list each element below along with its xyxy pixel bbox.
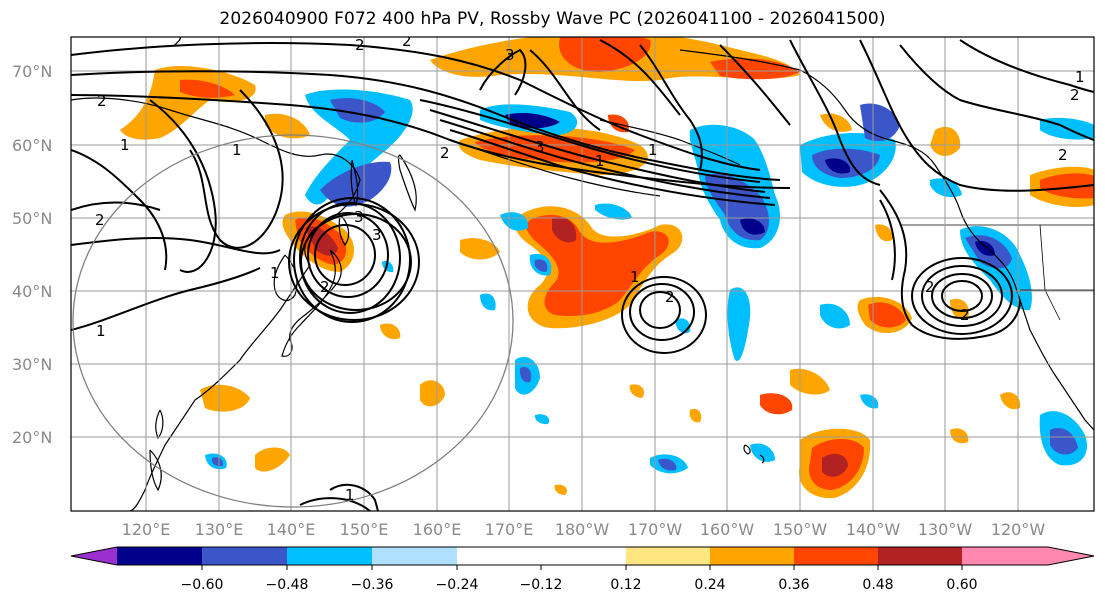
lat-label: 20°N [12, 428, 52, 447]
lon-label: 140°W [846, 520, 901, 539]
colorbar-segment [202, 547, 287, 565]
colorbar-tick-label: 0.48 [862, 577, 893, 593]
lon-label: 140°E [267, 520, 316, 539]
lon-label: 180°W [555, 520, 610, 539]
lon-label: 150°W [773, 520, 828, 539]
colorbar-tick-label: 0.12 [610, 577, 641, 593]
contour-label: 2 [95, 211, 105, 229]
contour-label: 2 [1058, 146, 1068, 164]
lon-label: 120°W [991, 520, 1046, 539]
contour-label: 2 [355, 36, 365, 54]
lon-label: 120°E [122, 520, 171, 539]
contour-label: 2 [960, 306, 970, 324]
contour-label: 2 [97, 92, 107, 110]
contour-label: 1 [345, 486, 355, 504]
colorbar-tick-label: −0.60 [181, 577, 224, 593]
colorbar: −0.60 −0.48 −0.36 −0.24 −0.12 0.12 0.24 … [70, 546, 1095, 593]
contour-label: 1 [630, 268, 640, 286]
contour-label: 3 [372, 226, 382, 244]
colorbar-segment [117, 547, 202, 565]
colorbar-segment [457, 547, 626, 565]
colorbar-tick-label: −0.12 [520, 577, 563, 593]
lon-label: 150°E [340, 520, 389, 539]
lat-label: 60°N [12, 136, 52, 155]
contour-label: 1 [96, 322, 106, 340]
lat-label: 70°N [12, 62, 52, 81]
contour-label: 1 [120, 136, 130, 154]
contour-label: 2 [320, 278, 330, 296]
longitude-labels: 120°E 130°E 140°E 150°E 160°E 170°E 180°… [122, 520, 1046, 539]
pv-contours [71, 39, 1094, 511]
contour-label: 1 [270, 264, 280, 282]
anomaly-fills [120, 37, 1094, 499]
lon-label: 130°E [195, 520, 244, 539]
lon-label: 160°E [413, 520, 462, 539]
colorbar-segment [287, 547, 372, 565]
lon-label: 170°E [485, 520, 534, 539]
lat-label: 50°N [12, 209, 52, 228]
contour-label: 3 [354, 208, 364, 226]
map-title: 2026040900 F072 400 hPa PV, Rossby Wave … [219, 9, 886, 29]
contour-label: 2 [173, 32, 183, 50]
colorbar-tick-label: −0.24 [436, 577, 479, 593]
contour-labels: 2 2 2 2 2 2 2 2 2 2 3 3 1 1 1 1 1 1 1 1 … [95, 32, 1085, 504]
map-frame [70, 36, 1095, 512]
colorbar-extend-above [962, 547, 1094, 565]
contour-label: 3 [535, 138, 545, 156]
colorbar-outline [70, 546, 1095, 566]
colorbar-segment [372, 547, 457, 565]
colorbar-segment [710, 547, 794, 565]
contour-label: 1 [232, 141, 242, 159]
colorbar-tick-label: −0.48 [266, 577, 309, 593]
contour-label: 2 [925, 278, 935, 296]
contour-label: 3 [505, 46, 515, 64]
contour-label: 1 [595, 152, 605, 170]
colorbar-tick-label: 0.36 [778, 577, 809, 593]
latitude-labels: 70°N 60°N 50°N 40°N 30°N 20°N [12, 62, 52, 447]
lat-label: 30°N [12, 355, 52, 374]
lon-label: 130°W [918, 520, 973, 539]
colorbar-tick-label: 0.24 [694, 577, 725, 593]
colorbar-tick-label: −0.36 [351, 577, 394, 593]
colorbar-extend-below [71, 547, 117, 565]
lon-label: 170°W [628, 520, 683, 539]
colorbar-segment [878, 547, 962, 565]
contour-label: 1 [648, 141, 658, 159]
colorbar-segment [626, 547, 710, 565]
colorbar-ticks [201, 565, 963, 570]
contour-label: 1 [1075, 68, 1085, 86]
contour-label: 2 [402, 32, 412, 50]
lat-label: 40°N [12, 282, 52, 301]
contour-label: 2 [1070, 86, 1080, 104]
lon-label: 160°W [700, 520, 755, 539]
colorbar-segment [794, 547, 878, 565]
reference-circle [72, 134, 514, 508]
contour-label: 2 [665, 288, 675, 306]
colorbar-tick-label: 0.60 [946, 577, 977, 593]
contour-label: 2 [440, 144, 450, 162]
